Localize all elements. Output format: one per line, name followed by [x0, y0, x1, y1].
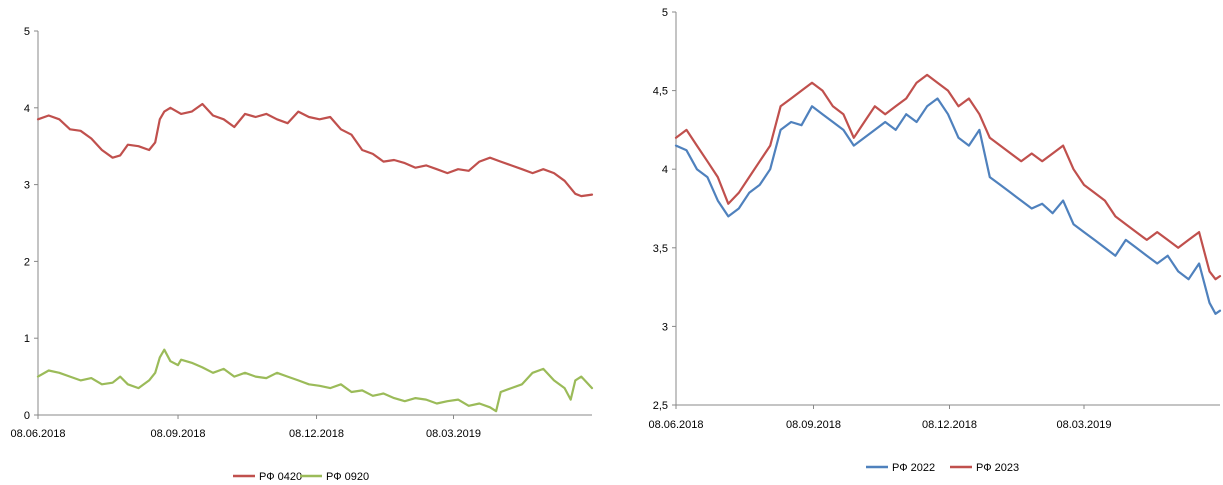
right-x-tick-label: 08.12.2018: [922, 419, 977, 431]
chart-left: 0 1 2 3 4 5 08.06.2018 08.09.2018 08.12.2018 08.0…: [10, 26, 594, 483]
left-y-tick-label: 3: [24, 180, 30, 192]
left-x-tick-label: 08.09.2018: [150, 428, 205, 440]
right-series-line-2: [674, 73, 1222, 281]
left-series-line-1: [36, 102, 594, 198]
right-y-tick-label: 3,5: [653, 243, 668, 255]
left-legend-label-1: РФ 0420: [259, 471, 302, 483]
left-x-tick-label: 08.03.2019: [426, 428, 481, 440]
left-x-tick-label: 08.06.2018: [10, 428, 65, 440]
right-legend-label-2: РФ 2023: [976, 462, 1019, 474]
right-y-tick-label: 2,5: [653, 400, 668, 412]
left-y-tick-label: 1: [24, 333, 30, 345]
left-y-tick-label: 4: [24, 103, 30, 115]
right-x-tick-label: 08.06.2018: [648, 419, 703, 431]
right-y-tick-label: 4,5: [653, 86, 668, 98]
left-y-tick-label: 5: [24, 26, 30, 38]
right-x-tick-label: 08.03.2019: [1056, 419, 1111, 431]
right-legend-label-1: РФ 2022: [892, 462, 935, 474]
left-series-line-2: [36, 348, 594, 413]
left-legend-label-2: РФ 0920: [326, 471, 369, 483]
left-y-tick-label: 0: [24, 410, 30, 422]
right-x-tick-label: 08.09.2018: [786, 419, 841, 431]
right-series-line-1: [674, 97, 1222, 315]
right-y-tick-label: 3: [662, 321, 668, 333]
left-y-tick-label: 2: [24, 256, 30, 268]
right-y-tick-label: 5: [662, 7, 668, 19]
left-x-tick-label: 08.12.2018: [289, 428, 344, 440]
right-y-tick-label: 4: [662, 164, 668, 176]
